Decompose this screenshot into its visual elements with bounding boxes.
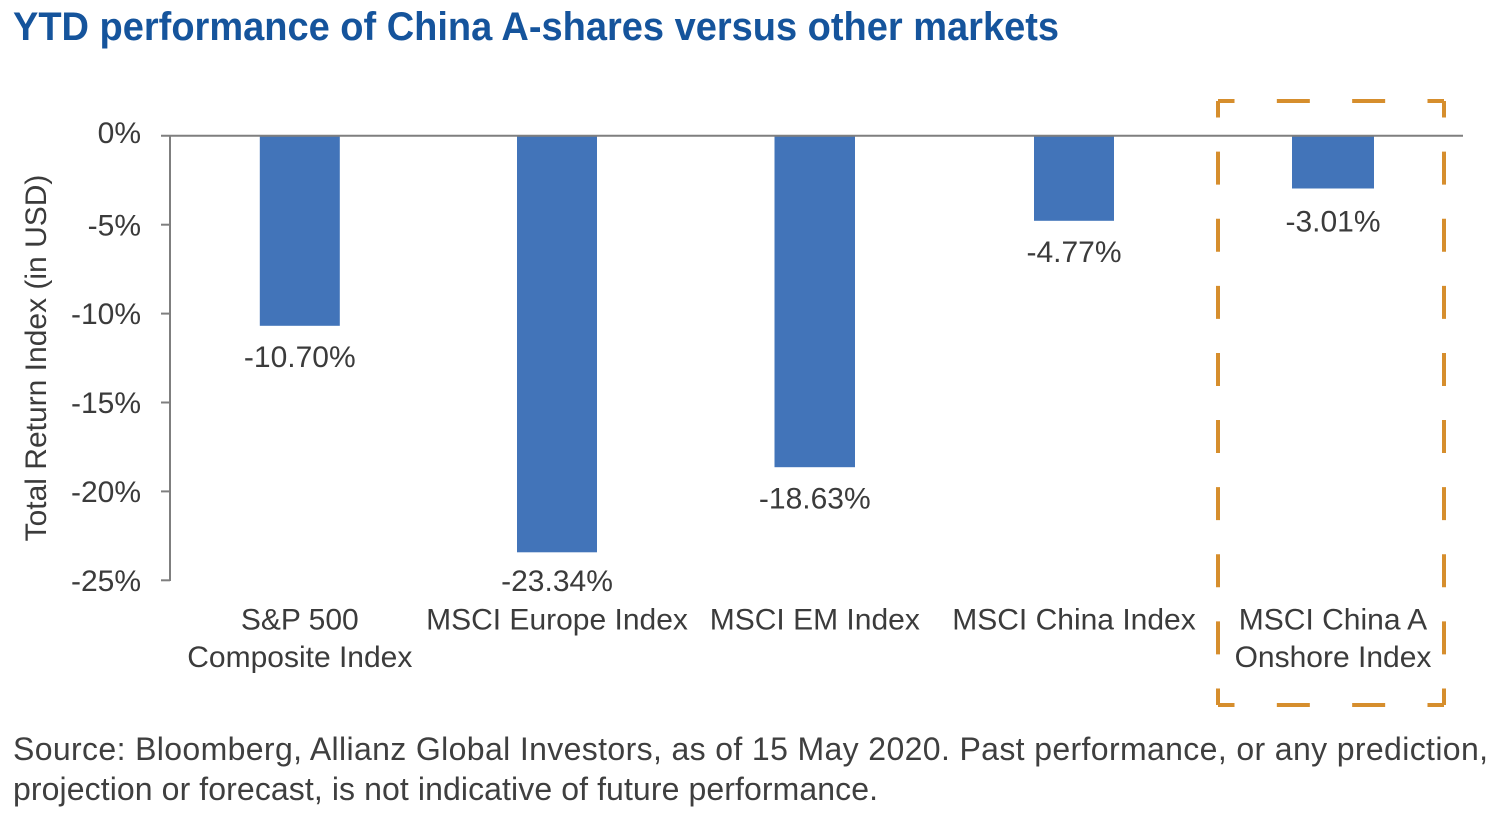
- svg-text:-4.77%: -4.77%: [1026, 236, 1121, 269]
- svg-text:-5%: -5%: [88, 209, 141, 242]
- svg-text:-3.01%: -3.01%: [1285, 205, 1380, 238]
- svg-text:-25%: -25%: [71, 565, 141, 598]
- svg-text:projection or forecast, is not: projection or forecast, is not indicativ…: [13, 771, 878, 807]
- svg-text:-23.34%: -23.34%: [501, 565, 613, 598]
- svg-text:-10%: -10%: [71, 298, 141, 331]
- svg-text:YTD performance of China A-sha: YTD performance of China A-shares versus…: [13, 5, 1059, 49]
- svg-text:Source: Bloomberg, Allianz Glo: Source: Bloomberg, Allianz Global Invest…: [13, 731, 1488, 767]
- svg-text:-15%: -15%: [71, 387, 141, 420]
- svg-text:MSCI China A: MSCI China A: [1239, 604, 1427, 637]
- svg-text:S&P 500: S&P 500: [241, 604, 359, 637]
- svg-text:MSCI Europe Index: MSCI Europe Index: [426, 604, 688, 637]
- svg-text:Composite Index: Composite Index: [187, 641, 412, 674]
- svg-text:Onshore Index: Onshore Index: [1235, 641, 1432, 674]
- svg-text:Total Return Index (in USD): Total Return Index (in USD): [20, 175, 53, 542]
- svg-text:MSCI China Index: MSCI China Index: [952, 604, 1195, 637]
- svg-text:-18.63%: -18.63%: [759, 482, 871, 515]
- svg-text:0%: 0%: [98, 117, 141, 150]
- svg-text:MSCI EM Index: MSCI EM Index: [710, 604, 920, 637]
- svg-text:-20%: -20%: [71, 476, 141, 509]
- svg-text:-10.70%: -10.70%: [244, 341, 356, 374]
